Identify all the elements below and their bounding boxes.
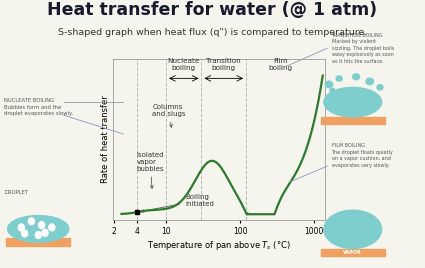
Bar	[6, 238, 70, 246]
Circle shape	[18, 224, 24, 231]
Circle shape	[49, 224, 55, 231]
Circle shape	[377, 85, 383, 90]
Text: DROPLET: DROPLET	[4, 191, 28, 195]
Circle shape	[353, 74, 360, 80]
Text: Isolated
vapor
bubbles: Isolated vapor bubbles	[136, 151, 164, 188]
Text: Film
boiling: Film boiling	[268, 58, 292, 72]
Text: Boiling
initiated: Boiling initiated	[141, 194, 214, 212]
Circle shape	[336, 76, 342, 81]
X-axis label: Temperature of pan above $T_s$ (°C): Temperature of pan above $T_s$ (°C)	[147, 239, 291, 252]
Circle shape	[22, 230, 28, 237]
Text: S-shaped graph when heat flux (q") is compared to temperature.: S-shaped graph when heat flux (q") is co…	[58, 28, 367, 37]
Circle shape	[28, 218, 34, 225]
Ellipse shape	[324, 87, 382, 117]
Circle shape	[39, 222, 45, 229]
Text: Columns
and slugs: Columns and slugs	[152, 104, 186, 127]
Bar	[321, 117, 385, 124]
Text: NUCLEATE BOILING
Bubbles form and the
droplet evaporates slowly.: NUCLEATE BOILING Bubbles form and the dr…	[4, 98, 73, 116]
Ellipse shape	[8, 215, 69, 242]
Circle shape	[325, 81, 333, 88]
Circle shape	[35, 232, 41, 239]
Circle shape	[330, 88, 335, 92]
Circle shape	[366, 78, 374, 85]
Y-axis label: Rate of heat transfer: Rate of heat transfer	[101, 95, 110, 183]
Text: VAPOR: VAPOR	[343, 250, 362, 255]
Text: Nucleate
boiling: Nucleate boiling	[167, 58, 200, 72]
Text: Heat transfer for water (@ 1 atm): Heat transfer for water (@ 1 atm)	[48, 1, 377, 19]
Text: Transition
boiling: Transition boiling	[207, 58, 241, 72]
Text: FILM BOILING
The droplet floats quietly
on a vapor cushion, and
evaporates very : FILM BOILING The droplet floats quietly …	[332, 143, 393, 168]
Ellipse shape	[324, 210, 382, 248]
Circle shape	[42, 229, 48, 236]
Text: TRANSITION BOILING
Marked by violent
sizzling. The droplet boils
away explosivel: TRANSITION BOILING Marked by violent siz…	[332, 32, 394, 64]
Bar	[321, 249, 385, 256]
